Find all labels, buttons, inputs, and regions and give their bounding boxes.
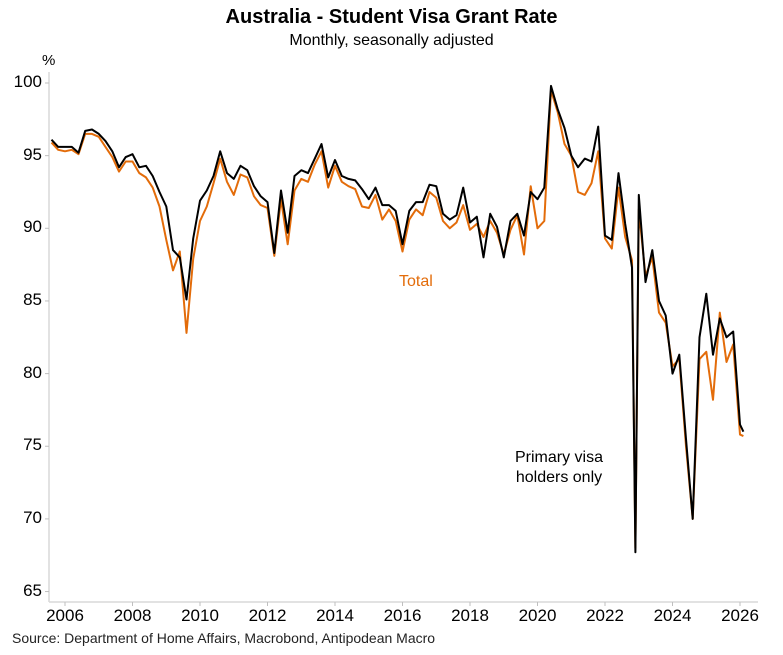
y-tick-label: 65: [23, 580, 42, 600]
x-tick-label: 2026: [721, 606, 759, 625]
series-total-line: [50, 89, 744, 549]
y-tick-label: 75: [23, 435, 42, 455]
source-note: Source: Department of Home Affairs, Macr…: [12, 630, 436, 646]
tick-marks: [45, 82, 741, 606]
y-tick-label: 100: [13, 72, 42, 91]
y-tick-label: 80: [23, 362, 42, 382]
x-tick-label: 2012: [248, 606, 287, 625]
series-primary-line: [50, 84, 745, 554]
annotation-primary: Primary visa holders only: [515, 448, 603, 488]
y-tick-label: 85: [23, 289, 42, 309]
y-tick-label: 95: [23, 144, 42, 164]
y-tick-label: 90: [23, 217, 42, 237]
x-tick-label: 2020: [518, 606, 557, 625]
x-tick-label: 2022: [586, 606, 624, 625]
annotation-total: Total: [399, 273, 433, 290]
y-tick-label: 70: [23, 507, 42, 527]
x-tick-label: 2024: [653, 606, 692, 625]
annotation-primary-line2: holders only: [515, 469, 603, 486]
x-tick-label: 2008: [113, 606, 152, 625]
x-tick-label: 2010: [181, 606, 219, 625]
x-tick-label: 2018: [451, 606, 489, 625]
x-tick-label: 2006: [46, 606, 84, 625]
y-axis-unit: %: [42, 52, 56, 69]
chart-title: Australia - Student Visa Grant Rate: [225, 6, 558, 28]
annotation-primary-line1: Primary visa: [515, 449, 604, 466]
chart-subtitle: Monthly, seasonally adjusted: [289, 32, 494, 49]
x-tick-label: 2014: [316, 606, 354, 625]
x-tick-label: 2016: [383, 606, 422, 625]
